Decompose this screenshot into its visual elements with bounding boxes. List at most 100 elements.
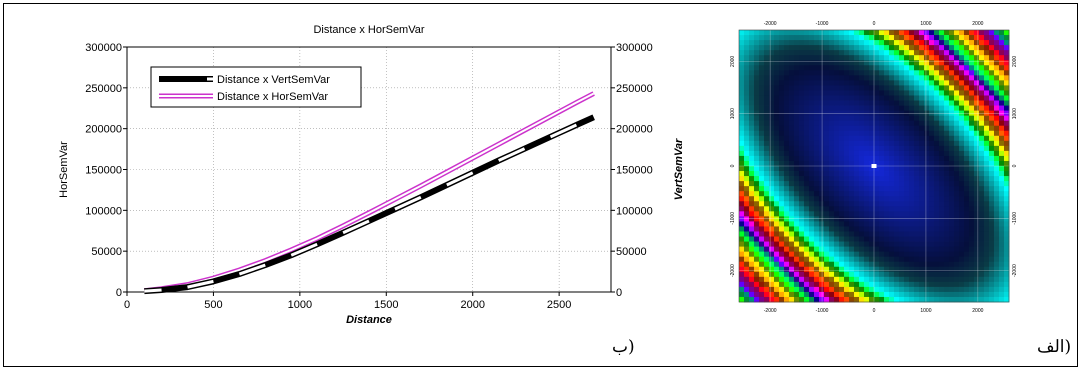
heatmap-cell xyxy=(794,181,800,187)
heatmap-cell xyxy=(814,291,820,298)
heatmap-cell xyxy=(819,191,825,197)
heatmap-cell xyxy=(924,130,930,137)
heatmap-cell xyxy=(789,55,795,61)
heatmap-cell xyxy=(749,296,755,303)
heatmap-cell xyxy=(774,125,780,132)
heatmap-cell xyxy=(834,45,840,51)
heatmap-cell xyxy=(774,105,780,111)
heatmap-cell xyxy=(944,291,950,298)
heatmap-cell xyxy=(899,176,905,182)
heatmap-cell xyxy=(819,50,825,56)
heatmap-cell xyxy=(784,115,790,122)
heatmap-cell xyxy=(874,130,880,137)
heatmap-cell xyxy=(744,261,750,268)
heatmap-cell xyxy=(999,160,1005,167)
heatmap-cell xyxy=(939,201,945,207)
heatmap-cell xyxy=(749,115,755,122)
heatmap-cell xyxy=(769,281,775,288)
heatmap-cell xyxy=(864,286,870,293)
heatmap-cell xyxy=(1004,216,1010,222)
heatmap-cell xyxy=(909,155,915,162)
heatmap-cell xyxy=(919,221,925,227)
heatmap-cell xyxy=(764,186,770,192)
heatmap-cell xyxy=(899,261,905,268)
heatmap-cell xyxy=(769,105,775,111)
heatmap-cell xyxy=(934,55,940,61)
heatmap-cell xyxy=(969,55,975,61)
heatmap-cell xyxy=(744,125,750,132)
heatmap-cell xyxy=(744,166,750,172)
heatmap-cell xyxy=(744,30,750,36)
heatmap-cell xyxy=(974,125,980,132)
heatmap-cell xyxy=(819,196,825,202)
heatmap-cell xyxy=(894,130,900,137)
heatmap-center-marker xyxy=(871,164,877,168)
heatmap-cell xyxy=(994,155,1000,162)
heatmap-cell xyxy=(994,70,1000,76)
heatmap-cell xyxy=(824,296,830,303)
heatmap-cell xyxy=(984,246,990,253)
heatmap-cell xyxy=(979,276,985,283)
legend-box xyxy=(150,66,362,108)
heatmap-cell xyxy=(819,286,825,293)
heatmap-cell xyxy=(874,105,880,111)
heatmap-cell xyxy=(899,286,905,293)
heatmap-cell xyxy=(839,35,845,41)
heatmap-cell xyxy=(829,40,835,46)
heatmap-cell xyxy=(774,256,780,263)
heatmap-cell xyxy=(899,256,905,263)
heatmap-cell xyxy=(804,291,810,298)
heatmap-cell xyxy=(844,201,850,207)
heatmap-cell xyxy=(864,296,870,303)
heatmap-cell xyxy=(809,90,815,96)
heatmap-cell xyxy=(869,105,875,111)
heatmap-cell xyxy=(839,50,845,56)
heatmap-cell xyxy=(739,40,745,46)
heatmap-cell xyxy=(809,271,815,278)
heatmap-cell xyxy=(939,95,945,101)
heatmap-cell xyxy=(744,110,750,117)
heatmap-cell xyxy=(934,160,940,167)
heatmap-cell xyxy=(934,191,940,197)
heatmap-cell xyxy=(784,236,790,242)
heatmap-cell xyxy=(839,85,845,91)
heatmap-cell xyxy=(779,35,785,41)
heatmap-cell xyxy=(919,110,925,117)
heatmap-cell xyxy=(989,75,995,81)
heatmap-cell xyxy=(814,266,820,273)
heatmap-cell xyxy=(879,196,885,202)
heatmap-cell xyxy=(959,191,965,197)
heatmap-cell xyxy=(754,35,760,41)
heatmap-cell xyxy=(744,45,750,51)
heatmap-cell xyxy=(764,216,770,222)
heatmap-cell xyxy=(849,201,855,207)
heatmap-cell xyxy=(839,125,845,132)
heatmap-cell xyxy=(839,256,845,263)
heatmap-cell xyxy=(824,75,830,81)
heatmap-cell xyxy=(1004,251,1010,258)
semivariogram-line-chart: 0 0 50000 50000 100000 100000 150000 150000 2000… xyxy=(9,9,704,339)
heatmap-cell xyxy=(874,171,880,177)
heatmap-cell xyxy=(824,45,830,51)
heatmap-cell xyxy=(984,171,990,177)
heatmap-cell xyxy=(884,196,890,202)
heatmap-cell xyxy=(869,231,875,237)
heatmap-cell xyxy=(864,115,870,122)
heatmap-cell xyxy=(809,125,815,132)
heatmap-cell xyxy=(949,221,955,227)
heatmap-cell xyxy=(934,135,940,142)
heatmap-cell xyxy=(919,251,925,258)
heatmap-cell xyxy=(859,140,865,147)
heatmap-cell xyxy=(989,100,995,106)
heatmap-cell xyxy=(789,70,795,76)
heatmap-cell xyxy=(764,150,770,157)
heatmap-cell xyxy=(1004,125,1010,132)
heatmap-cell xyxy=(969,176,975,182)
heatmap-cell xyxy=(844,120,850,127)
heatmap-cell xyxy=(899,90,905,96)
heatmap-cell xyxy=(839,166,845,172)
heatmap-cell xyxy=(779,155,785,162)
heatmap-cell xyxy=(914,186,920,192)
heatmap-cell xyxy=(974,140,980,147)
heatmap-cell xyxy=(999,271,1005,278)
